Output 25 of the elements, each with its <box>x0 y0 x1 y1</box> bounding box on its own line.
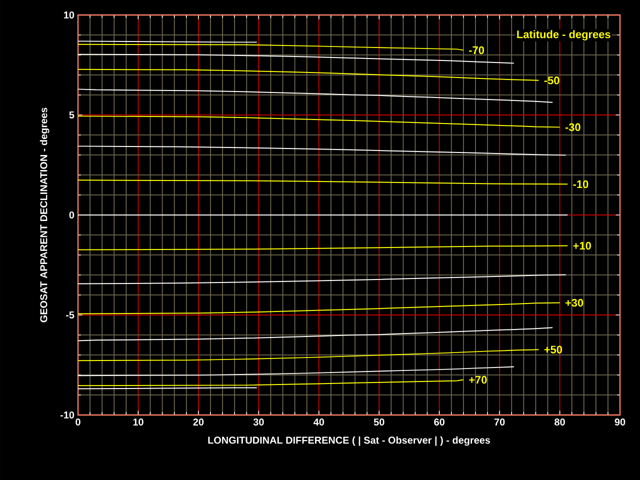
x-tick-label: 30 <box>253 418 264 426</box>
series-label: +10 <box>573 242 591 250</box>
x-tick-label: 40 <box>314 418 324 426</box>
y-tick-label: 5 <box>69 112 74 118</box>
series-label: -70 <box>469 46 484 54</box>
x-tick-label: 80 <box>554 418 565 426</box>
series-label: -50 <box>544 76 560 84</box>
y-tick-label: -5 <box>66 312 74 318</box>
series-label: +30 <box>565 298 584 307</box>
y-tick-label: 0 <box>69 211 74 219</box>
series-label: -30 <box>565 123 580 132</box>
x-tick-label: 10 <box>133 418 144 426</box>
y-axis-title: GEOSAT APPARENT DECLINATION - degrees <box>40 108 50 322</box>
x-tick-label: 70 <box>494 418 505 426</box>
x-tick-label: 90 <box>614 418 626 426</box>
annotation: Latitude - degrees <box>517 30 610 40</box>
series-label: +70 <box>469 376 487 384</box>
x-axis-title: LONGITUDINAL DIFFERENCE ( | Sat - Observer | ) - degrees <box>208 436 490 446</box>
x-tick-label: 50 <box>374 418 384 426</box>
y-tick-label: 10 <box>64 11 74 19</box>
x-tick-label: 60 <box>434 418 444 426</box>
y-tick-label: -10 <box>60 411 74 419</box>
x-tick-label: 0 <box>76 418 80 426</box>
x-tick-label: 20 <box>193 418 204 426</box>
series-label: -10 <box>573 180 588 188</box>
